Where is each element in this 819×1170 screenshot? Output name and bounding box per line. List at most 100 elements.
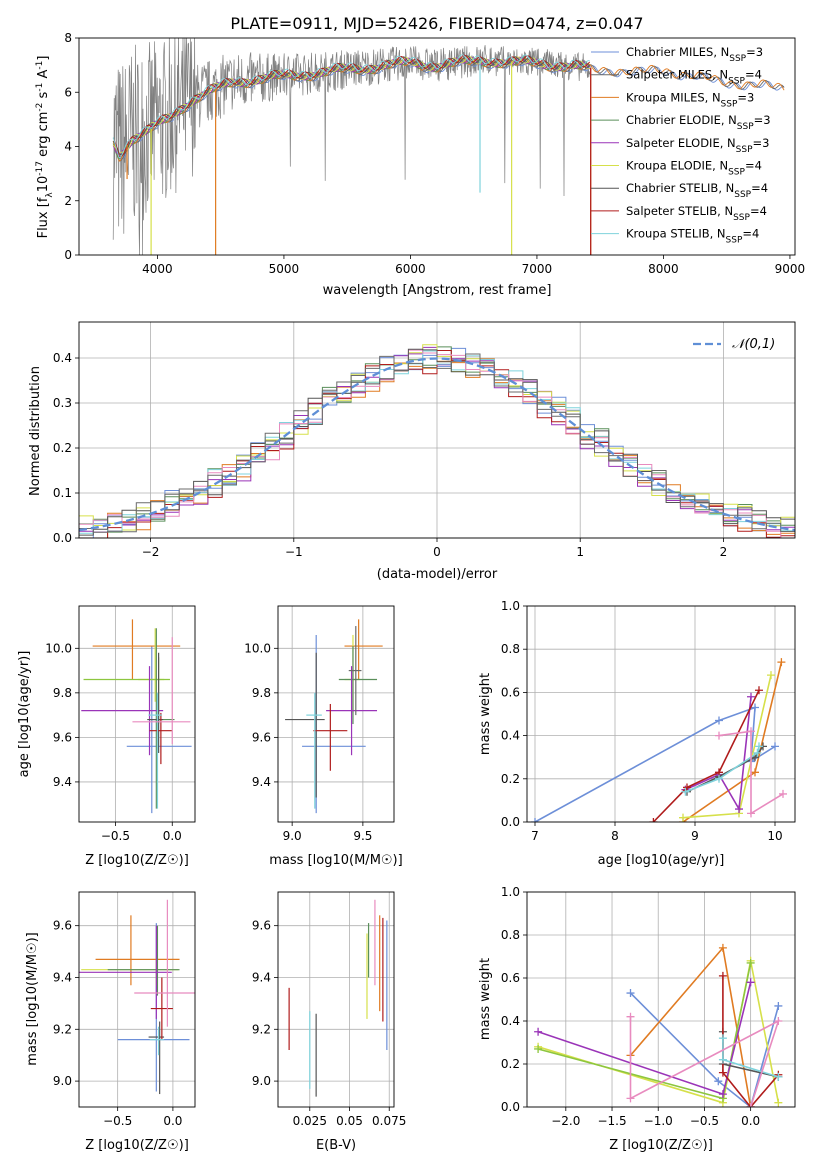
mass-weight-line [685,696,752,812]
y-tick-label: 0.4 [501,1014,520,1028]
mass-weight-line [629,992,780,1107]
x-tick-label: 2 [720,545,728,559]
y-tick-label: 0.2 [501,772,520,786]
x-tick-label: −2.0 [551,1114,580,1128]
errorbar-point [313,703,348,771]
x-tick-label: 0.0 [163,1114,182,1128]
plus-marker [679,813,687,822]
plot-area-age-vs-Z [81,619,192,814]
plus-marker [755,742,763,751]
errorbar-point [81,666,164,756]
x-axis-label: mass [log10(M/M☉)] [269,853,402,868]
y-axis-label: mass weight [478,958,493,1040]
y-tick-label: 9.2 [53,1022,72,1036]
errorbar-point [348,626,362,716]
plus-marker [718,1068,727,1077]
errorbar-point [344,619,383,680]
y-tick-label: 9.4 [53,970,72,984]
figure-title: PLATE=0911, MJD=52426, FIBERID=0474, z=0… [230,14,643,33]
errorbar-point [134,899,195,1027]
x-tick-label: 8000 [648,262,679,276]
axes-age-vs-mass: 9.0 9.5 9.4 9.6 9.8 10.0 mass [log10(M/M☉)] [244,605,403,868]
mass-weight-line [722,975,780,1107]
x-axis-label: Z [log10(Z/Z☉)] [609,1138,713,1153]
axes-frame [277,605,395,823]
legend-entry: Kroupa STELIB, NSSP=4 [626,227,759,246]
y-tick-label: 9.6 [53,919,72,933]
plus-marker [771,742,779,751]
plus-marker [753,748,762,757]
plot-area-mass-weight-vs-Z [534,943,783,1107]
plus-marker [715,774,723,783]
plot-area-mass-weight-vs-age [531,658,787,822]
y-tick-label: 0.6 [501,971,520,985]
plus-marker [751,768,759,777]
y-axis-label: mass weight [478,673,493,755]
histogram-series [79,348,795,536]
y-tick-label: 6 [64,85,72,99]
y-tick-label: 9.6 [252,919,271,933]
plus-marker [534,1044,543,1053]
x-tick-label: 9000 [775,262,806,276]
x-tick-label: 7000 [522,262,553,276]
y-axis-label: age [log10(age/yr)] [17,651,32,778]
x-tick-label: 9.5 [353,829,372,843]
model-spectrum-chabrier-stelib [112,55,591,156]
plus-marker [681,787,690,796]
y-tick-label: 0.3 [53,396,72,410]
errorbar-point [148,692,163,809]
x-tick-label: −1.0 [644,1114,673,1128]
y-tick-label: 4 [64,140,72,154]
x-tick-label: 4000 [142,262,173,276]
plus-marker [715,731,723,740]
y-tick-label: 9.6 [53,730,72,744]
mass-weight-line [652,689,760,822]
plus-marker [718,1055,727,1064]
plus-marker [626,989,635,998]
observed-spectrum [112,38,591,255]
legend-entry: Chabrier MILES, NSSP=3 [626,45,763,64]
legend-entry: Salpeter MILES, NSSP=4 [626,68,762,87]
y-tick-label: 9.6 [252,730,271,744]
y-tick-label: 9.0 [53,1074,72,1088]
x-axis-label: wavelength [Angstrom, rest frame] [323,283,552,298]
errorbar-point [92,619,181,680]
axes-frame [78,605,196,823]
plus-marker [779,789,787,798]
y-tick-label: 0 [64,248,72,262]
x-tick-label: −1 [285,545,303,559]
axes-residuals: −2 −1 0 1 2 0.0 0.1 0.2 0.3 0.4 𝒩(0,1) (data-model)… [28,321,796,582]
errorbar-point [149,1026,165,1056]
plus-marker [747,809,755,818]
y-tick-label: 0.2 [53,441,72,455]
x-tick-label: 9.0 [283,829,302,843]
plus-marker [683,783,691,792]
x-tick-label: 7 [531,829,539,843]
axes-mass-weight-vs-age: 7 8 9 10 0.0 0.2 0.4 0.6 0.8 1.0 age [log10(age/yr… [478,599,796,868]
y-tick-label: 9.2 [252,1022,271,1036]
legend-entry: 𝒩(0,1) [732,337,775,352]
x-tick-label: −1.5 [597,1114,626,1128]
plus-marker [774,1098,783,1107]
x-tick-label: 8 [611,829,619,843]
plus-marker [649,818,658,822]
y-tick-label: 0.0 [53,531,72,545]
y-tick-label: 0.0 [501,1100,520,1114]
x-axis-label: Z [log10(Z/Z☉)] [85,853,189,868]
errorbar-point [150,977,173,1040]
spectrum-legend: Chabrier MILES, NSSP=3 Salpeter MILES, NS… [591,45,771,246]
plus-marker [774,1072,783,1081]
x-tick-label: 9 [691,829,699,843]
legend-entry: Kroupa MILES, NSSP=3 [626,90,754,109]
plus-marker [718,943,727,952]
x-axis-label: age [log10(age/yr)] [598,853,725,868]
plus-marker [751,703,759,712]
x-tick-label: −0.5 [103,1114,132,1128]
y-tick-label: 1.0 [501,599,520,613]
x-tick-label: 0.0 [163,829,182,843]
plus-marker [774,1017,783,1025]
plus-marker [735,805,743,814]
axes-frame [78,891,196,1108]
plus-marker [777,658,786,667]
